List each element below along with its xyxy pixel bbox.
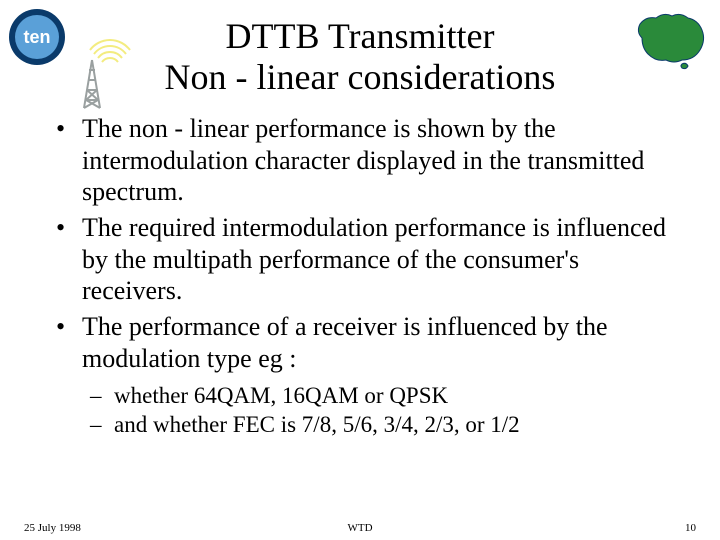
sub-bullet-item: whether 64QAM, 16QAM or QPSK xyxy=(90,381,690,411)
sub-bullet-list: whether 64QAM, 16QAM or QPSK and whether… xyxy=(30,381,690,441)
sub-bullet-item: and whether FEC is 7/8, 5/6, 3/4, 2/3, o… xyxy=(90,410,690,440)
bullet-list: The non - linear performance is shown by… xyxy=(30,113,690,375)
antenna-icon xyxy=(72,30,132,110)
footer-author: WTD xyxy=(347,522,372,534)
slide-title: DTTB Transmitter Non - linear considerat… xyxy=(90,16,630,99)
bullet-item: The non - linear performance is shown by… xyxy=(56,113,680,208)
bullet-item: The performance of a receiver is influen… xyxy=(56,311,680,374)
bullet-item: The required intermodulation performance… xyxy=(56,212,680,307)
svg-text:ten: ten xyxy=(24,27,51,47)
australia-map-icon xyxy=(630,6,710,76)
ten-logo: ten xyxy=(8,8,66,66)
footer-page-number: 10 xyxy=(685,522,696,534)
slide: ten DTTB Transmitter Non - linear consid… xyxy=(0,0,720,540)
footer-date: 25 July 1998 xyxy=(24,522,81,534)
title-line-2: Non - linear considerations xyxy=(165,57,556,97)
title-line-1: DTTB Transmitter xyxy=(225,16,494,56)
